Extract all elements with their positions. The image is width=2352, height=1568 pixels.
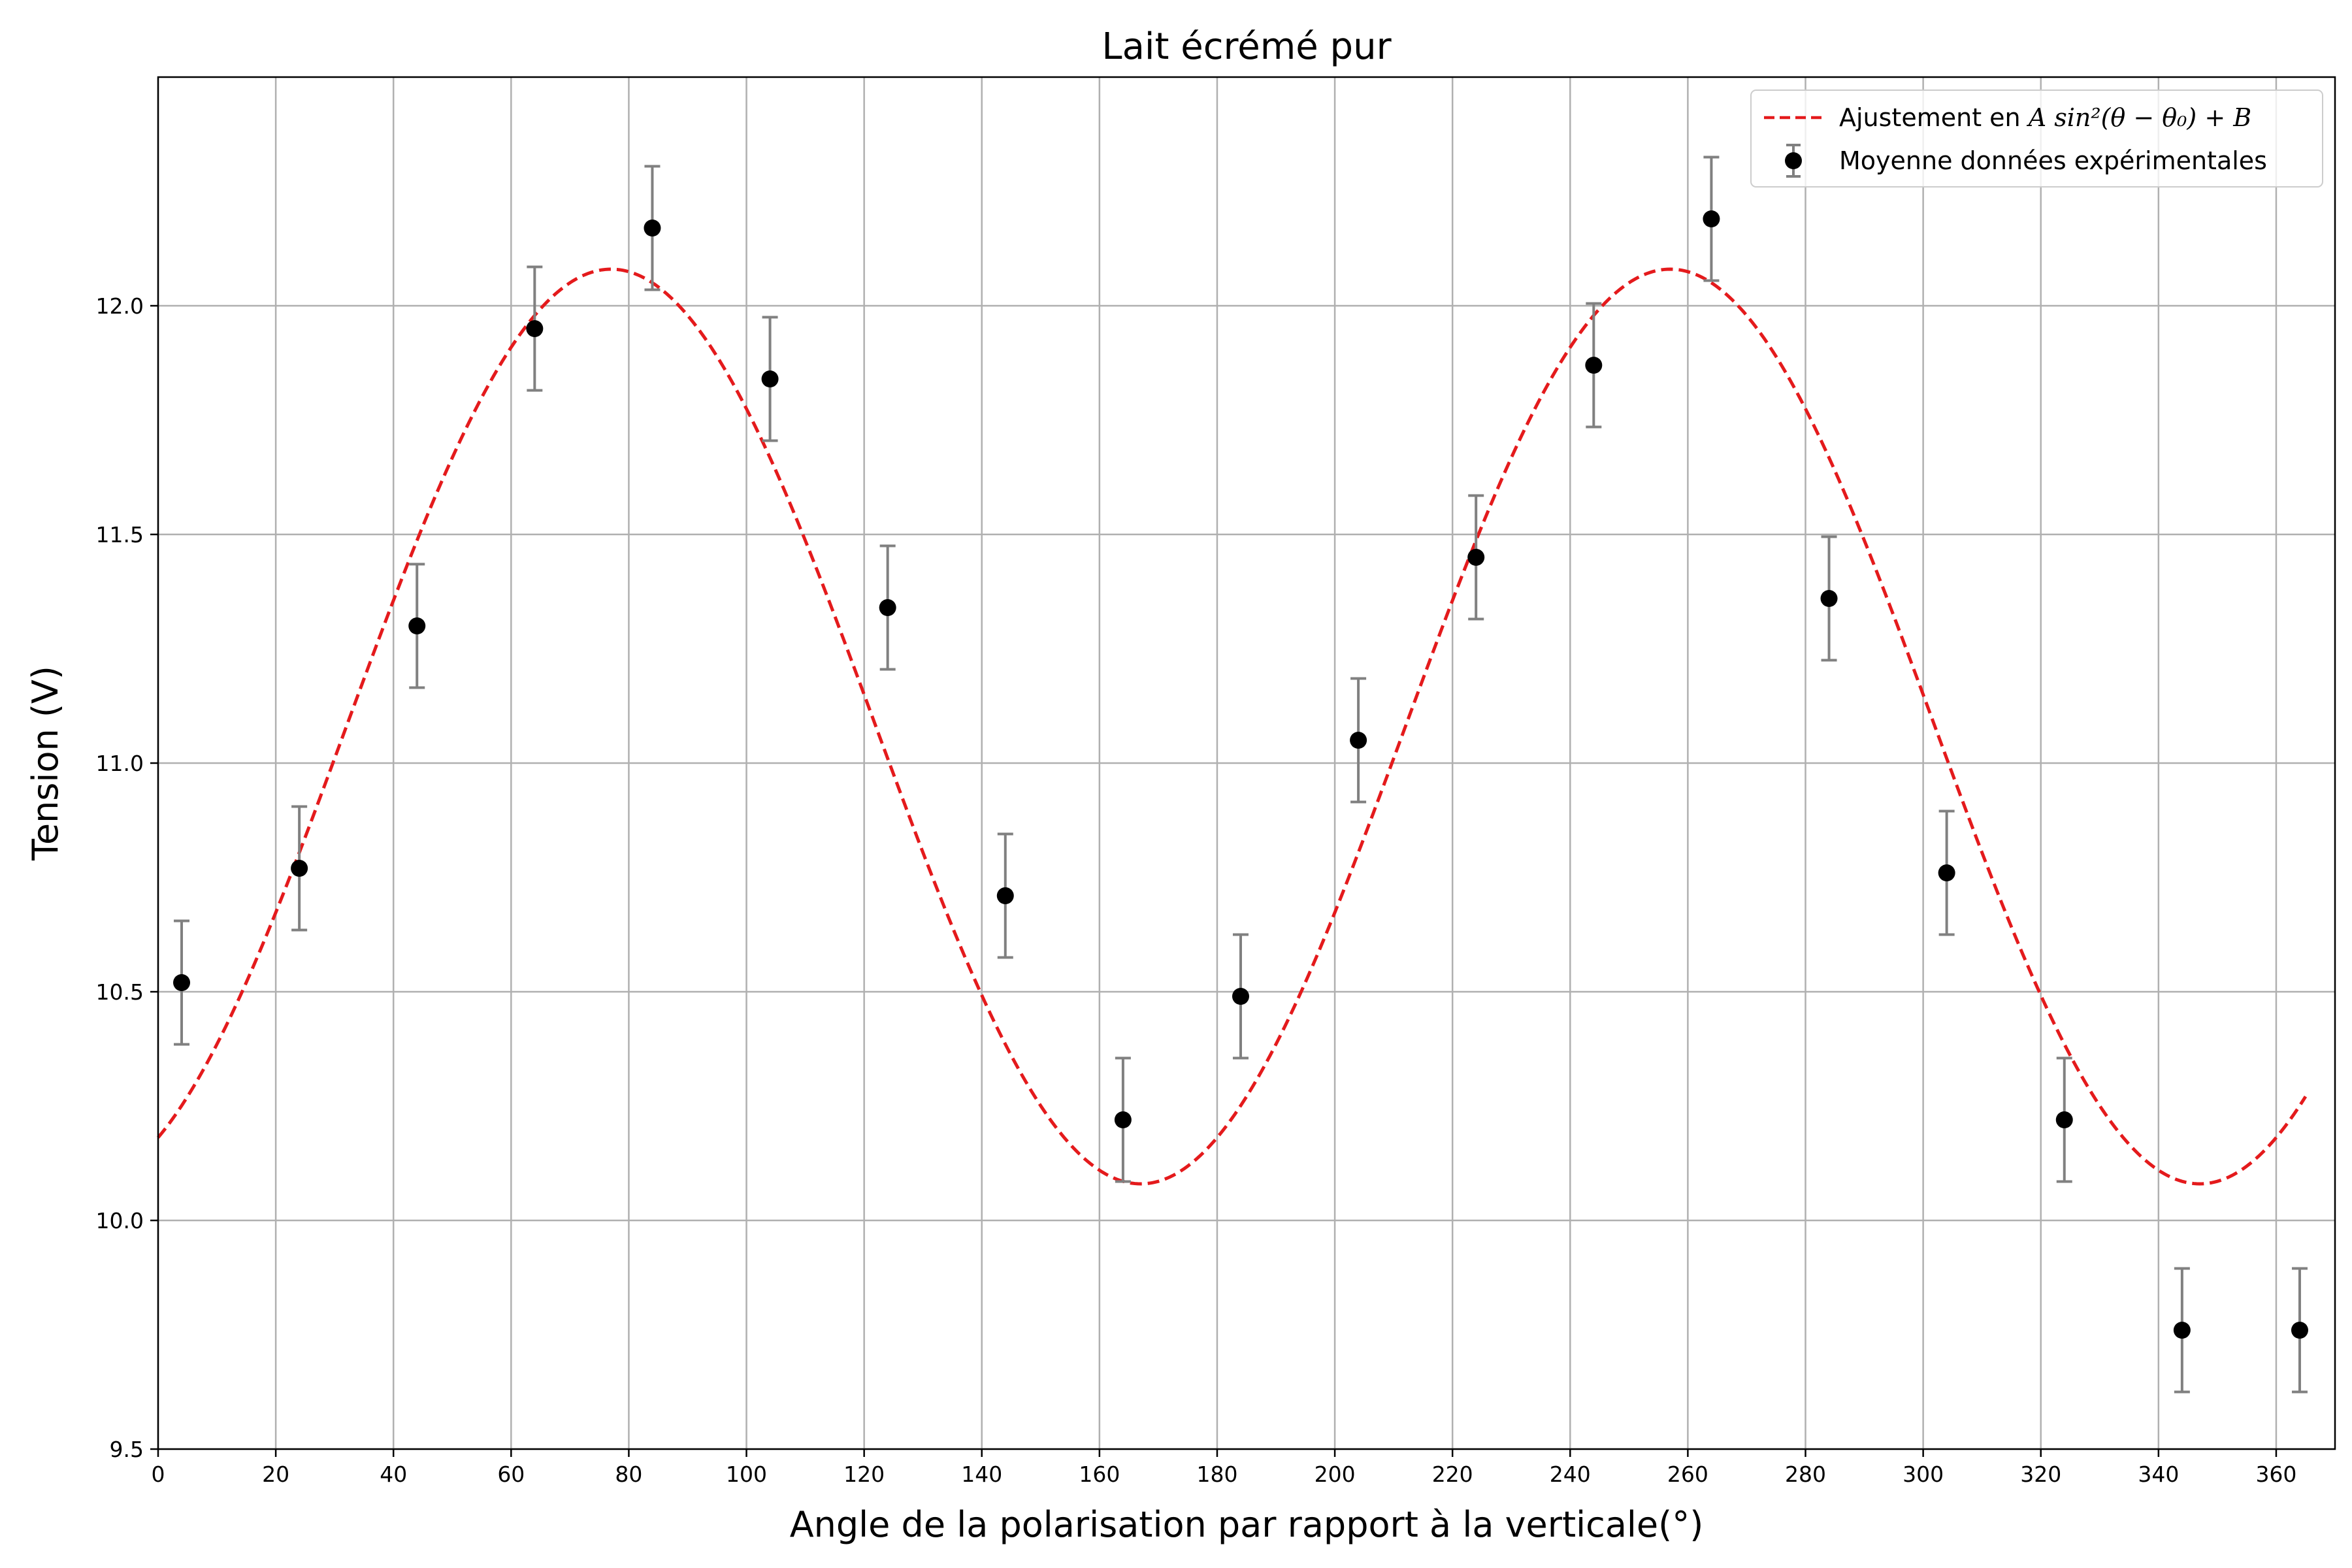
x-tick-label: 100 (726, 1462, 767, 1487)
chart-title: Lait écrémé pur (1102, 25, 1392, 68)
data-point (173, 974, 191, 991)
y-tick-label: 9.5 (110, 1437, 144, 1462)
y-tick-label: 10.5 (96, 979, 144, 1005)
data-point (1350, 732, 1367, 749)
data-point (1232, 988, 1249, 1005)
x-tick-label: 120 (843, 1462, 885, 1487)
x-axis-title: Angle de la polarisation par rapport à l… (790, 1504, 1704, 1545)
x-tick-label: 0 (152, 1462, 165, 1487)
fit-layer (157, 267, 2308, 1186)
data-point-group (644, 165, 661, 291)
y-axis-ticks: 9.5 10.0 10.5 11.0 11.5 12.0 (96, 293, 158, 1462)
data-point-group (996, 832, 1014, 959)
data-point (2055, 1111, 2073, 1128)
data-point-group (1938, 809, 1955, 936)
legend-fit-label-prefix: Ajustement en (1839, 103, 2029, 132)
data-point-group (1820, 535, 1838, 662)
data-point-group (1232, 933, 1249, 1060)
data-point-group (526, 265, 544, 392)
x-tick-label: 260 (1667, 1462, 1708, 1487)
data-point (1114, 1111, 1132, 1128)
fit-curve (157, 267, 2308, 1186)
data-point-group (1585, 302, 1603, 429)
data-point (526, 320, 544, 337)
data-point-group (1467, 494, 1485, 621)
data-point-group (2291, 1267, 2308, 1394)
y-axis-title: Tension (V) (25, 666, 66, 861)
x-tick-label: 220 (1432, 1462, 1473, 1487)
data-point (996, 887, 1014, 904)
x-tick-label: 140 (961, 1462, 1002, 1487)
x-tick-label: 180 (1196, 1462, 1237, 1487)
data-point-group (173, 919, 191, 1046)
x-tick-label: 20 (262, 1462, 289, 1487)
x-tick-label: 340 (2138, 1462, 2179, 1487)
x-axis-ticks: 0 20 40 60 80 100 120 140 160 180 200 220 240 260 280 3… (152, 1449, 2296, 1487)
data-point-group (1114, 1056, 1132, 1183)
data-point-group (761, 316, 779, 442)
points-layer (173, 155, 2308, 1394)
y-tick-label: 12.0 (96, 293, 144, 319)
legend-points-marker (1785, 152, 1802, 169)
grid-lines (157, 77, 2335, 1450)
x-tick-label: 360 (2255, 1462, 2296, 1487)
data-point (408, 617, 426, 634)
data-point-group (879, 544, 896, 671)
data-point (2173, 1322, 2191, 1339)
legend-fit-label: Ajustement en A sin²(θ − θ₀) + B (1839, 103, 2251, 132)
x-tick-label: 320 (2020, 1462, 2061, 1487)
y-tick-label: 10.0 (96, 1208, 144, 1233)
x-tick-label: 280 (1785, 1462, 1826, 1487)
data-point-group (2173, 1267, 2191, 1394)
x-tick-label: 160 (1079, 1462, 1120, 1487)
data-point (1820, 590, 1838, 607)
x-tick-label: 240 (1550, 1462, 1591, 1487)
x-tick-label: 40 (380, 1462, 407, 1487)
y-tick-label: 11.0 (96, 751, 144, 776)
legend-points-label: Moyenne données expérimentales (1839, 146, 2267, 175)
data-point (1467, 549, 1485, 566)
data-point (879, 599, 896, 616)
legend-fit-label-math: A sin²(θ − θ₀) + B (2027, 103, 2251, 132)
data-point (1938, 864, 1955, 881)
data-point (1703, 210, 1720, 227)
data-point-group (1703, 155, 1720, 282)
legend: Ajustement en A sin²(θ − θ₀) + B Moyenne… (1750, 90, 2323, 188)
data-point (1585, 357, 1603, 374)
data-point-group (2055, 1056, 2073, 1183)
data-point-group (291, 805, 308, 932)
data-point-group (1350, 677, 1367, 804)
x-tick-label: 60 (497, 1462, 525, 1487)
x-tick-label: 300 (1903, 1462, 1944, 1487)
legend-box (1750, 90, 2323, 188)
x-tick-label: 200 (1315, 1462, 1356, 1487)
x-tick-label: 80 (615, 1462, 642, 1487)
data-point (644, 220, 661, 237)
data-point-group (408, 563, 426, 689)
data-point (761, 370, 779, 387)
data-point (2291, 1322, 2308, 1339)
data-point (291, 860, 308, 877)
y-tick-label: 11.5 (96, 522, 144, 547)
